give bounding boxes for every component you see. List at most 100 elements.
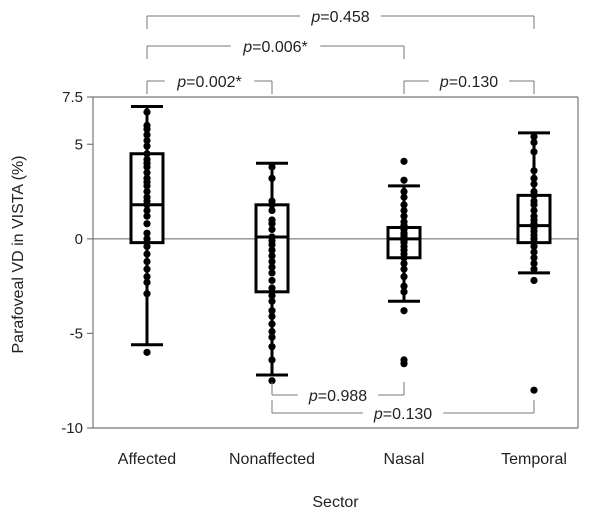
data-point-nonaffected — [268, 343, 276, 351]
data-point-nonaffected — [268, 206, 276, 215]
data-point-nonaffected — [268, 252, 276, 260]
p-value-label: p=0.006* — [242, 39, 308, 56]
y-axis-ticks: 7.5 5 0 -5 -10 — [61, 89, 93, 437]
data-points — [143, 108, 538, 394]
x-category-label: Temporal — [501, 451, 567, 468]
y-tick-label: 0 — [75, 231, 83, 248]
x-category-label: Affected — [118, 451, 176, 468]
data-point-temporal — [530, 259, 538, 268]
data-point-temporal — [530, 201, 538, 209]
data-point-nasal — [400, 288, 408, 296]
data-point-nasal — [400, 157, 408, 165]
data-point-nonaffected — [268, 327, 276, 336]
data-point-affected — [143, 235, 151, 243]
data-point-nonaffected — [268, 276, 276, 285]
data-point-affected — [143, 131, 151, 139]
data-point-nonaffected — [268, 356, 276, 364]
data-point-affected — [143, 206, 151, 215]
data-point-nasal — [400, 307, 408, 315]
data-point-temporal — [530, 167, 538, 175]
data-point-nasal — [400, 360, 408, 368]
data-point-nonaffected — [268, 163, 276, 171]
data-point-nonaffected — [268, 307, 276, 315]
y-tick-label: 7.5 — [62, 89, 83, 106]
data-point-nonaffected — [268, 246, 276, 254]
data-point-affected — [143, 125, 151, 133]
y-tick-label: 5 — [75, 136, 83, 153]
data-point-nonaffected — [268, 320, 276, 328]
comparison-bracket: p=0.458 — [146, 9, 535, 29]
data-point-nonaffected — [268, 220, 276, 228]
data-point-temporal — [530, 254, 538, 262]
data-point-affected — [143, 142, 151, 150]
data-point-nasal — [400, 206, 408, 215]
data-point-temporal — [530, 206, 538, 215]
data-point-nasal — [400, 187, 408, 196]
data-point-affected — [143, 163, 151, 171]
comparison-bracket: p=0.002* — [146, 74, 273, 94]
data-point-nonaffected — [268, 377, 276, 385]
data-point-nonaffected — [268, 257, 276, 266]
data-point-temporal — [530, 248, 538, 256]
data-point-temporal — [530, 174, 538, 182]
data-point-nasal — [400, 265, 408, 273]
p-value-label: p=0.002* — [176, 74, 242, 91]
data-point-nonaffected — [268, 333, 276, 341]
data-point-nonaffected — [268, 292, 276, 300]
data-point-nasal — [400, 212, 408, 220]
comparison-bracket: p=0.130 — [403, 74, 535, 94]
data-point-nonaffected — [268, 263, 276, 271]
p-value-label: p=0.988 — [308, 388, 367, 405]
data-point-nonaffected — [268, 297, 276, 305]
data-point-affected — [143, 265, 151, 273]
data-point-affected — [143, 242, 151, 251]
p-value-label: p=0.130 — [439, 74, 498, 91]
data-point-affected — [143, 187, 151, 196]
data-point-nasal — [400, 193, 408, 201]
x-category-label: Nasal — [384, 451, 425, 468]
data-point-temporal — [530, 386, 538, 394]
y-tick-label: -5 — [70, 325, 83, 342]
data-point-nonaffected — [268, 312, 276, 321]
data-point-nasal — [400, 176, 408, 184]
x-axis-title: Sector — [312, 494, 359, 511]
x-category-label: Nonaffected — [229, 451, 315, 468]
data-point-affected — [143, 108, 151, 116]
data-point-affected — [143, 136, 151, 145]
box-series — [129, 104, 552, 377]
data-point-temporal — [530, 180, 538, 188]
data-point-temporal — [530, 133, 538, 141]
data-point-affected — [143, 250, 151, 258]
data-point-temporal — [530, 265, 538, 273]
p-value-label: p=0.458 — [310, 9, 369, 26]
data-point-nonaffected — [268, 269, 276, 277]
data-point-temporal — [530, 242, 538, 251]
data-point-nonaffected — [268, 284, 276, 292]
data-point-nonaffected — [268, 240, 276, 249]
data-point-affected — [143, 169, 151, 177]
data-point-temporal — [530, 276, 538, 285]
data-point-nasal — [400, 259, 408, 268]
data-point-affected — [143, 290, 151, 298]
data-point-affected — [143, 150, 151, 158]
data-point-nasal — [400, 282, 408, 290]
plot-frame — [92, 96, 579, 429]
comparison-bracket: p=0.130 — [271, 400, 535, 423]
data-point-affected — [143, 201, 151, 209]
data-point-nonaffected — [268, 225, 276, 233]
x-axis-categories: Affected Nonaffected Nasal Temporal — [118, 451, 567, 468]
comparison-bracket: p=0.988 — [271, 382, 405, 405]
data-point-nasal — [400, 254, 408, 262]
data-point-affected — [143, 229, 151, 237]
data-point-temporal — [530, 148, 538, 156]
data-point-affected — [143, 212, 151, 220]
p-value-label: p=0.130 — [373, 406, 432, 423]
y-tick-label: -10 — [61, 420, 83, 437]
data-point-affected — [143, 278, 151, 286]
data-point-nonaffected — [268, 174, 276, 182]
data-point-affected — [143, 182, 151, 190]
data-point-nasal — [400, 273, 408, 281]
data-point-temporal — [530, 138, 538, 146]
